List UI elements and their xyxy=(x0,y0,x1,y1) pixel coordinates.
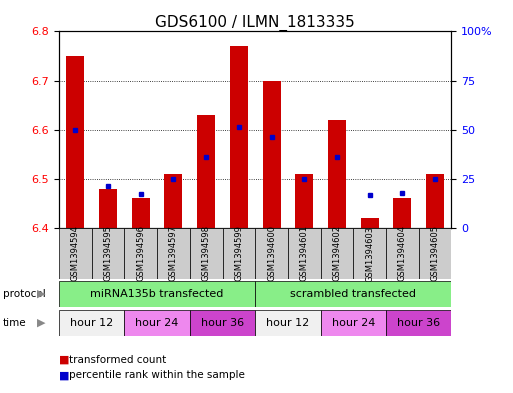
Bar xyxy=(197,115,215,228)
Bar xyxy=(386,228,419,279)
Bar xyxy=(386,310,451,336)
Text: GSM1394599: GSM1394599 xyxy=(234,226,243,281)
Bar xyxy=(419,228,451,279)
Bar xyxy=(190,228,223,279)
Text: GSM1394595: GSM1394595 xyxy=(104,226,112,281)
Text: hour 24: hour 24 xyxy=(135,318,179,328)
Text: hour 24: hour 24 xyxy=(331,318,375,328)
Bar xyxy=(157,228,190,279)
Text: percentile rank within the sample: percentile rank within the sample xyxy=(69,370,245,380)
Bar xyxy=(59,281,255,307)
Text: protocol: protocol xyxy=(3,288,45,299)
Text: GSM1394596: GSM1394596 xyxy=(136,226,145,281)
Bar xyxy=(66,56,84,228)
Bar xyxy=(124,228,157,279)
Text: GSM1394603: GSM1394603 xyxy=(365,226,374,281)
Text: hour 12: hour 12 xyxy=(266,318,309,328)
Text: GSM1394594: GSM1394594 xyxy=(71,226,80,281)
Bar xyxy=(426,174,444,228)
Text: GSM1394604: GSM1394604 xyxy=(398,226,407,281)
Bar xyxy=(99,189,117,228)
Bar xyxy=(190,310,255,336)
Text: ■: ■ xyxy=(59,354,69,365)
Bar xyxy=(321,310,386,336)
Bar xyxy=(361,218,379,228)
Bar xyxy=(263,81,281,228)
Text: GSM1394600: GSM1394600 xyxy=(267,226,276,281)
Text: time: time xyxy=(3,318,26,328)
Bar xyxy=(321,228,353,279)
Bar xyxy=(288,228,321,279)
Text: ▶: ▶ xyxy=(36,288,45,299)
Text: GSM1394597: GSM1394597 xyxy=(169,226,178,281)
Text: ■: ■ xyxy=(59,370,69,380)
Text: transformed count: transformed count xyxy=(69,354,167,365)
Bar xyxy=(255,310,321,336)
Text: hour 36: hour 36 xyxy=(397,318,440,328)
Bar xyxy=(393,198,411,228)
Bar xyxy=(230,46,248,228)
Text: hour 12: hour 12 xyxy=(70,318,113,328)
Text: GSM1394605: GSM1394605 xyxy=(430,226,440,281)
Text: GSM1394598: GSM1394598 xyxy=(202,226,211,281)
Bar xyxy=(223,228,255,279)
Bar xyxy=(255,281,451,307)
Title: GDS6100 / ILMN_1813335: GDS6100 / ILMN_1813335 xyxy=(155,15,355,31)
Text: hour 36: hour 36 xyxy=(201,318,244,328)
Bar xyxy=(295,174,313,228)
Bar xyxy=(255,228,288,279)
Text: miRNA135b transfected: miRNA135b transfected xyxy=(90,289,224,299)
Bar xyxy=(353,228,386,279)
Bar xyxy=(165,174,183,228)
Text: ▶: ▶ xyxy=(36,318,45,328)
Bar xyxy=(132,198,150,228)
Bar xyxy=(92,228,125,279)
Bar xyxy=(59,310,124,336)
Text: GSM1394601: GSM1394601 xyxy=(300,226,309,281)
Bar xyxy=(124,310,190,336)
Bar xyxy=(59,228,92,279)
Bar xyxy=(328,120,346,228)
Text: scrambled transfected: scrambled transfected xyxy=(290,289,417,299)
Text: GSM1394602: GSM1394602 xyxy=(332,226,342,281)
